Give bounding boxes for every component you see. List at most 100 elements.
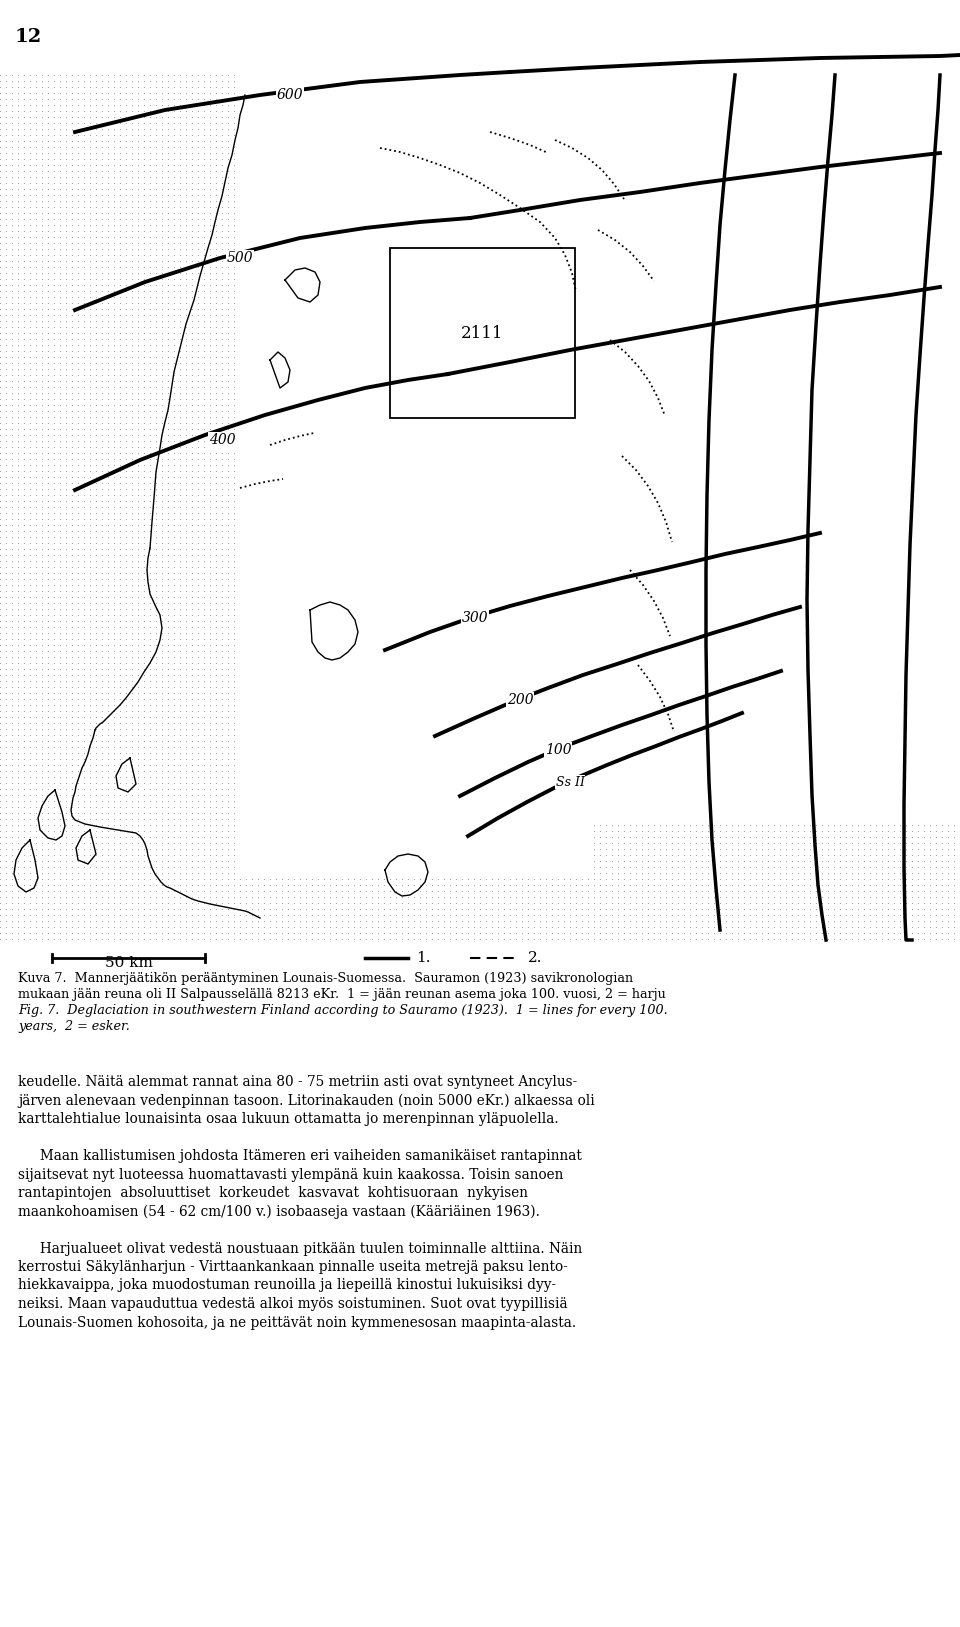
Point xyxy=(112,151,128,177)
Point xyxy=(40,812,56,838)
Point xyxy=(118,787,133,814)
Point xyxy=(112,93,128,119)
Point xyxy=(16,350,32,376)
Point xyxy=(190,314,205,340)
Point xyxy=(118,626,133,652)
Point xyxy=(88,535,104,561)
Point xyxy=(772,926,787,952)
Point xyxy=(827,823,842,849)
Point xyxy=(107,758,122,784)
Point xyxy=(214,626,229,652)
Point xyxy=(112,584,128,610)
Point xyxy=(64,116,80,142)
Point xyxy=(467,872,482,898)
Point xyxy=(5,62,19,88)
Point xyxy=(755,901,770,927)
Point xyxy=(155,73,170,99)
Point xyxy=(173,843,188,869)
Point xyxy=(220,573,236,599)
Point xyxy=(142,68,157,94)
Point xyxy=(148,338,163,364)
Point xyxy=(136,631,152,657)
Point xyxy=(76,399,92,425)
Point xyxy=(184,783,200,809)
Point xyxy=(688,848,704,874)
Point xyxy=(616,879,632,905)
Point xyxy=(29,626,44,652)
Point xyxy=(220,578,236,604)
Point xyxy=(784,883,800,909)
Point xyxy=(196,452,211,478)
Point xyxy=(5,524,19,550)
Point xyxy=(40,517,56,543)
Point xyxy=(179,122,194,148)
Point xyxy=(208,674,224,700)
Point xyxy=(5,901,19,927)
Point xyxy=(59,709,74,735)
Point xyxy=(880,812,896,838)
Point xyxy=(220,325,236,351)
Point xyxy=(166,566,181,592)
Point xyxy=(766,843,781,869)
Point xyxy=(184,212,200,238)
Point xyxy=(179,747,194,773)
Point xyxy=(101,638,115,664)
Point xyxy=(910,896,925,923)
Point xyxy=(166,783,181,809)
Point xyxy=(118,278,133,304)
Point xyxy=(179,200,194,226)
Point xyxy=(580,926,595,952)
Point xyxy=(443,919,458,945)
Point xyxy=(472,866,488,892)
Point xyxy=(688,818,704,844)
Point xyxy=(83,656,98,682)
Point xyxy=(875,866,890,892)
Point xyxy=(280,926,296,952)
Point xyxy=(766,914,781,940)
Point xyxy=(940,854,955,880)
Point xyxy=(203,513,218,539)
Point xyxy=(16,464,32,490)
Point xyxy=(928,823,944,849)
Point xyxy=(136,350,152,376)
Point xyxy=(166,225,181,251)
Point xyxy=(0,272,13,298)
Point xyxy=(112,73,128,99)
Point xyxy=(40,716,56,742)
Point xyxy=(142,399,157,425)
Point xyxy=(616,901,632,927)
Point xyxy=(112,709,128,735)
Point xyxy=(70,649,85,675)
Point xyxy=(29,421,44,447)
Point xyxy=(196,325,211,351)
Point xyxy=(310,914,325,940)
Point xyxy=(160,200,176,226)
Point xyxy=(851,861,866,887)
Point xyxy=(59,169,74,195)
Point xyxy=(676,830,691,856)
Point xyxy=(131,225,146,251)
Point xyxy=(0,662,8,688)
Point xyxy=(280,919,296,945)
Point xyxy=(227,225,242,251)
Point xyxy=(94,890,109,916)
Point xyxy=(29,687,44,713)
Point xyxy=(22,716,37,742)
Point xyxy=(22,722,37,748)
Point xyxy=(142,722,157,748)
Point xyxy=(190,776,205,802)
Point xyxy=(0,151,13,177)
Point xyxy=(46,428,61,454)
Point xyxy=(382,883,397,909)
Point xyxy=(0,620,8,646)
Point xyxy=(203,848,218,874)
Point xyxy=(52,254,67,280)
Point xyxy=(598,901,613,927)
Point xyxy=(688,879,704,905)
Point xyxy=(148,747,163,773)
Point xyxy=(179,164,194,190)
Point xyxy=(179,908,194,934)
Point xyxy=(11,290,26,316)
Point xyxy=(550,919,565,945)
Point xyxy=(22,417,37,443)
